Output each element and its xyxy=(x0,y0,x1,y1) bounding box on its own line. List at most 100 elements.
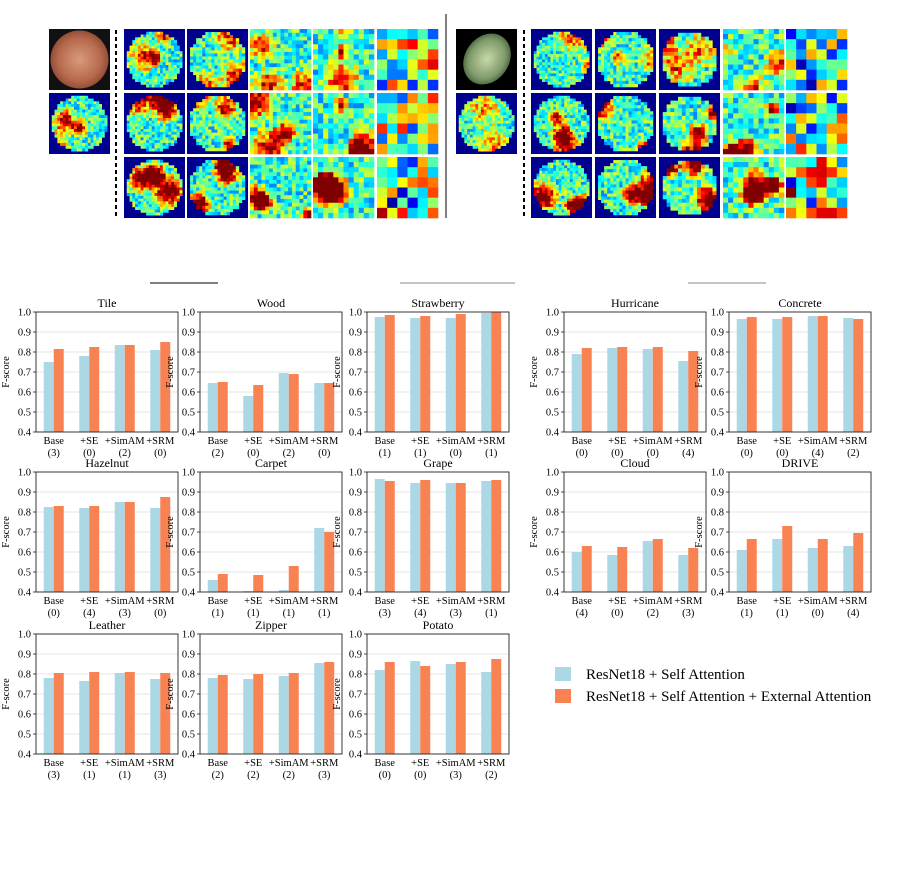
chart-title: Hurricane xyxy=(611,296,659,310)
chart-leather: 0.40.50.60.70.80.91.0F-scoreLeatherBase(… xyxy=(1,618,179,781)
y-tick-label: 0.4 xyxy=(349,428,363,439)
legend-swatch-1 xyxy=(555,667,571,681)
x-tick-count: (3) xyxy=(154,770,167,781)
x-tick-count: (1) xyxy=(212,608,225,619)
chart-hazelnut: 0.4 0.5 0.6 0.7 0.8 0.9 1.0 F-score Hazelnut Base… xyxy=(1,456,179,619)
y-tick-label: 0.7 xyxy=(182,528,195,539)
bar-external-attention-se xyxy=(420,316,431,432)
bar-external-attention-simam xyxy=(455,662,466,754)
x-tick-label: +SimAM xyxy=(633,436,673,447)
bar-self-attention-simam xyxy=(114,502,125,592)
y-axis-label: F-score xyxy=(165,356,176,388)
chart-title: Carpet xyxy=(255,456,288,470)
y-tick-label: 0.4 xyxy=(182,750,196,761)
bar-self-attention-se xyxy=(772,319,783,432)
bar-self-attention-srm xyxy=(314,663,325,754)
x-tick-label: +SRM xyxy=(310,758,339,769)
input-heatmap-tile xyxy=(49,93,110,154)
x-tick-count: (0) xyxy=(576,448,589,459)
x-tick-count: (0) xyxy=(154,608,167,619)
bar-external-attention-srm xyxy=(324,662,335,754)
y-tick-label: 0.5 xyxy=(18,730,31,741)
y-tick-label: 0.6 xyxy=(546,548,559,559)
y-tick-label: 0.4 xyxy=(182,428,196,439)
heatmap-right-r2-c2 xyxy=(659,157,720,218)
heatmap-right-r1-c2 xyxy=(659,93,720,154)
y-tick-label: 0.6 xyxy=(18,548,31,559)
x-tick-count: (0) xyxy=(647,448,660,459)
input-heatmap-leaf xyxy=(456,93,517,154)
bar-external-attention-srm xyxy=(160,497,171,592)
y-axis-label: F-score xyxy=(1,678,12,710)
y-tick-label: 1.0 xyxy=(182,630,195,641)
y-tick-label: 0.6 xyxy=(182,710,195,721)
x-tick-label: Base xyxy=(375,758,396,769)
bar-external-attention-srm xyxy=(324,532,335,592)
bar-external-attention-base xyxy=(53,673,64,754)
x-tick-count: (2) xyxy=(283,448,296,459)
y-axis-label: F-score xyxy=(332,356,343,388)
y-tick-label: 0.7 xyxy=(546,368,559,379)
bar-self-attention-simam xyxy=(278,590,289,592)
bar-external-attention-se xyxy=(253,674,264,754)
y-tick-label: 0.9 xyxy=(18,328,31,339)
x-tick-label: +SRM xyxy=(477,596,506,607)
y-tick-label: 0.5 xyxy=(349,568,362,579)
y-tick-label: 0.5 xyxy=(182,730,195,741)
x-tick-label: +SRM xyxy=(839,436,868,447)
y-tick-label: 0.9 xyxy=(349,328,362,339)
y-tick-label: 0.6 xyxy=(182,388,195,399)
y-axis-label: F-score xyxy=(694,516,705,548)
x-tick-label: +SimAM xyxy=(105,436,145,447)
x-tick-count: (1) xyxy=(379,448,392,459)
y-tick-label: 1.0 xyxy=(349,308,362,319)
heatmap-right-r0-c0 xyxy=(531,29,592,90)
y-tick-label: 0.5 xyxy=(18,568,31,579)
x-tick-count: (2) xyxy=(119,448,132,459)
plot-frame xyxy=(563,311,707,433)
x-tick-label: +SimAM xyxy=(436,436,476,447)
x-tick-count: (2) xyxy=(247,770,260,781)
y-tick-label: 0.6 xyxy=(349,710,362,721)
y-tick-label: 0.9 xyxy=(711,328,724,339)
x-tick-label: +SE xyxy=(411,596,429,607)
y-tick-label: 0.7 xyxy=(349,528,362,539)
y-axis-label: F-score xyxy=(694,356,705,388)
y-tick-label: 1.0 xyxy=(711,468,724,479)
x-tick-count: (0) xyxy=(318,448,331,459)
bar-self-attention-srm xyxy=(678,555,689,592)
bar-self-attention-base xyxy=(207,580,218,592)
x-tick-count: (3) xyxy=(450,608,463,619)
y-tick-label: 0.9 xyxy=(18,488,31,499)
bar-self-attention-srm xyxy=(314,528,325,592)
heatmap-left-r0-c4 xyxy=(377,29,439,91)
bar-external-attention-simam xyxy=(124,345,135,432)
y-axis-label: F-score xyxy=(1,516,12,548)
chart-drive: 0.40.50.60.70.80.91.0F-scoreDRIVEBase(1)… xyxy=(694,456,872,619)
chart-tile: 0.4 0.5 0.6 0.7 0.8 0.9 1.0 F-score Tile Base(3) +… xyxy=(1,296,179,459)
x-tick-label: +SRM xyxy=(839,596,868,607)
x-tick-label: +SimAM xyxy=(269,758,309,769)
y-tick-label: 0.6 xyxy=(349,548,362,559)
x-tick-count: (0) xyxy=(83,448,96,459)
bar-self-attention-srm xyxy=(481,313,492,432)
x-tick-label: +SimAM xyxy=(105,758,145,769)
bar-self-attention-se xyxy=(410,318,421,432)
bar-self-attention-srm xyxy=(843,318,854,432)
y-tick-label: 0.5 xyxy=(349,730,362,741)
x-tick-count: (2) xyxy=(485,770,498,781)
bar-external-attention-simam xyxy=(288,374,299,432)
x-tick-label: +SE xyxy=(411,758,429,769)
bar-self-attention-se xyxy=(79,508,90,592)
chart-title: DRIVE xyxy=(782,456,819,470)
y-tick-label: 1.0 xyxy=(349,468,362,479)
bar-external-attention-base xyxy=(53,506,64,592)
chart-title: Zipper xyxy=(255,618,287,632)
y-tick-label: 0.4 xyxy=(711,588,725,599)
heatmap-left-r2-c0 xyxy=(124,157,185,218)
heatmap-right-r0-c2 xyxy=(659,29,720,90)
chart-carpet: 0.40.50.60.70.80.91.0F-scoreCarpetBase(1… xyxy=(165,456,343,619)
x-tick-count: (0) xyxy=(450,448,463,459)
x-tick-label: Base xyxy=(572,596,593,607)
bar-external-attention-base xyxy=(581,348,592,432)
